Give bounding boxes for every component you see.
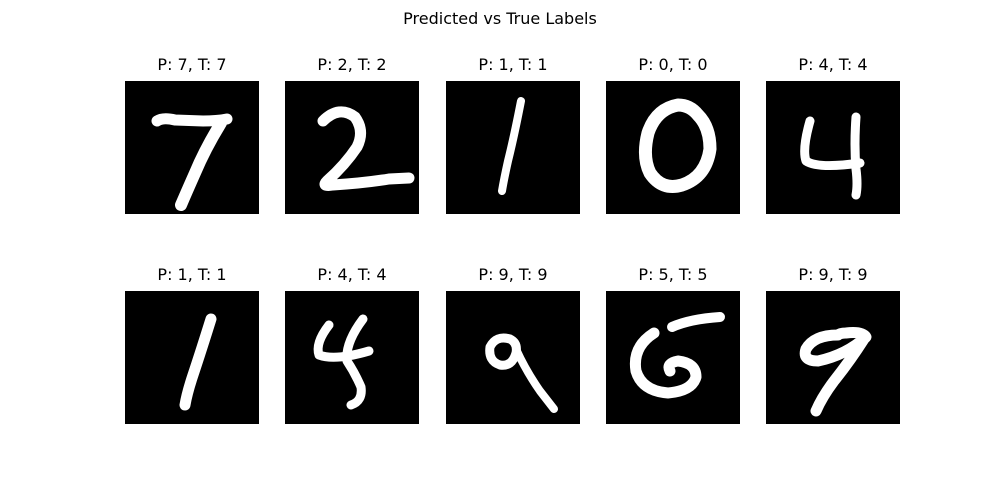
panel-title: P: 2, T: 2 <box>265 55 439 74</box>
digit-seven-image <box>125 81 259 214</box>
digit-two-image <box>285 81 419 214</box>
panel-title: P: 7, T: 7 <box>105 55 279 74</box>
digit-one-image <box>446 81 580 214</box>
digit-nine-image <box>766 291 900 424</box>
panel-title: P: 0, T: 0 <box>586 55 760 74</box>
panel-title: P: 9, T: 9 <box>746 265 920 284</box>
panel-title: P: 9, T: 9 <box>426 265 600 284</box>
panel-title: P: 1, T: 1 <box>426 55 600 74</box>
figure-title: Predicted vs True Labels <box>0 9 1000 28</box>
panel-title: P: 1, T: 1 <box>105 265 279 284</box>
panel-title: P: 4, T: 4 <box>265 265 439 284</box>
digit-one-image <box>125 291 259 424</box>
panel-title: P: 4, T: 4 <box>746 55 920 74</box>
digit-five-image <box>606 291 740 424</box>
digit-nine-image <box>446 291 580 424</box>
digit-zero-image <box>606 81 740 214</box>
panel-title: P: 5, T: 5 <box>586 265 760 284</box>
digit-four-image <box>766 81 900 214</box>
digit-four-image <box>285 291 419 424</box>
